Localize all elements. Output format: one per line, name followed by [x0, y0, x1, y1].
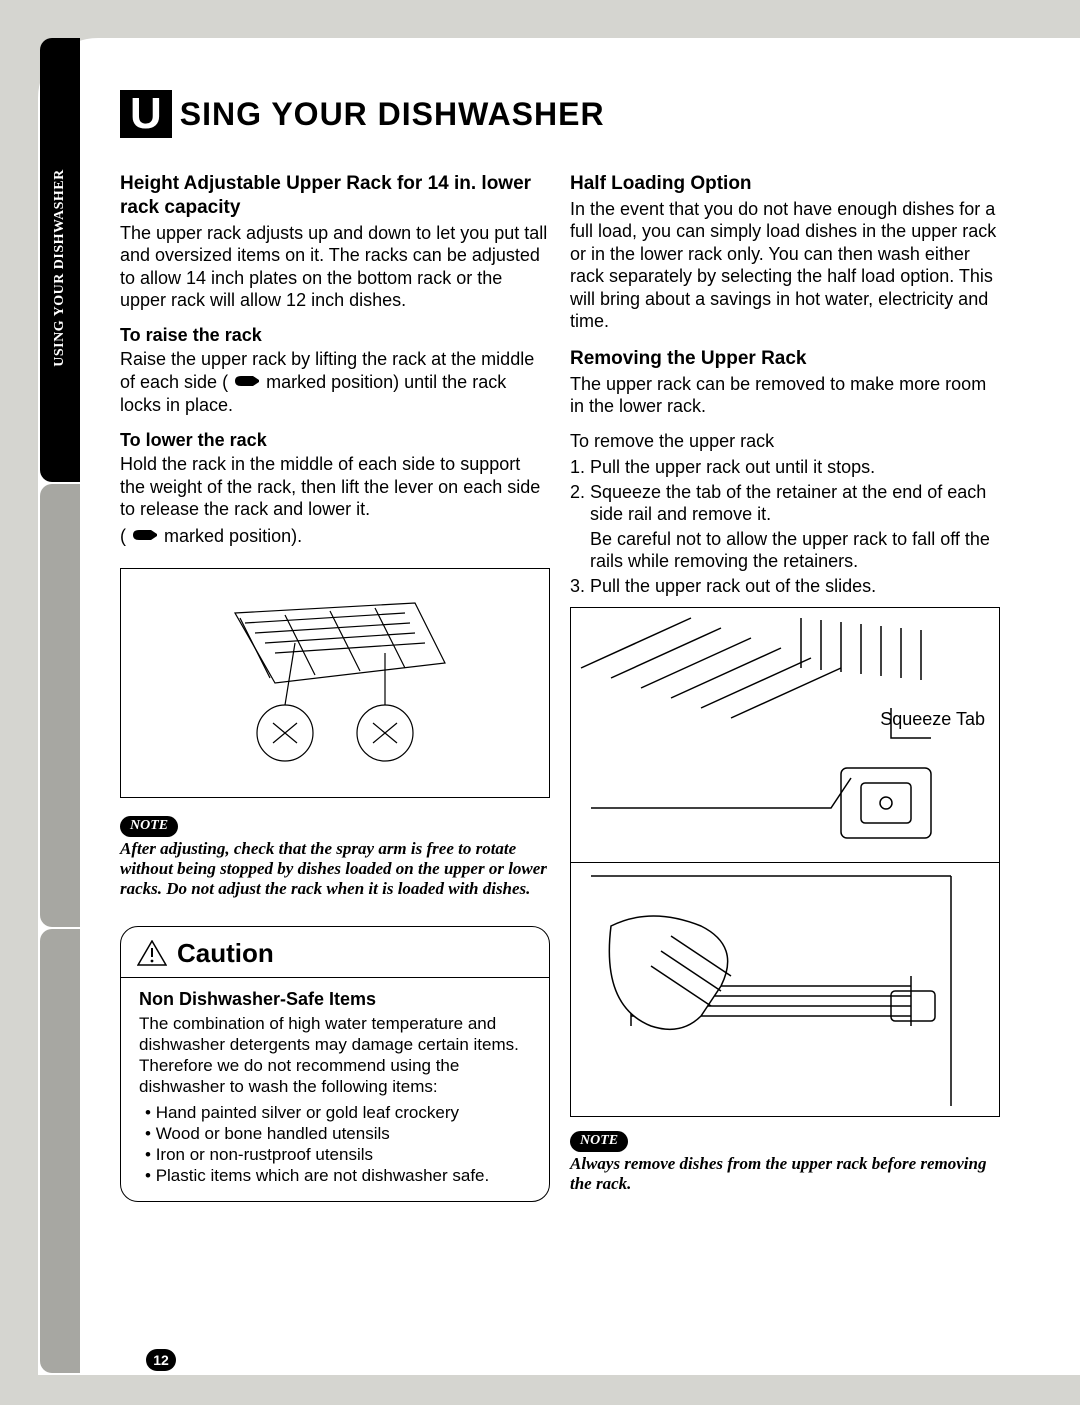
- note-badge: NOTE: [120, 816, 178, 837]
- caution-title: Caution: [177, 937, 274, 970]
- raise-heading: To raise the rack: [120, 324, 550, 347]
- raise-para: Raise the upper rack by lifting the rack…: [120, 348, 550, 417]
- list-item: Wood or bone handled utensils: [145, 1123, 531, 1144]
- side-tab-active: USING YOUR DISHWASHER: [40, 38, 80, 482]
- caution-body: Non Dishwasher-Safe Items The combinatio…: [121, 978, 549, 1187]
- caution-header: Caution: [121, 927, 549, 979]
- list-item: Iron or non-rustproof utensils: [145, 1144, 531, 1165]
- note-text-left: After adjusting, check that the spray ar…: [120, 839, 550, 900]
- right-column: Half Loading Option In the event that yo…: [570, 172, 1000, 1202]
- side-tab-inactive-1: [40, 484, 80, 928]
- remove-para: The upper rack can be removed to make mo…: [570, 373, 1000, 418]
- remove-steps-cont: Pull the upper rack out of the slides.: [570, 575, 1000, 598]
- list-item: Squeeze the tab of the retainer at the e…: [590, 481, 1000, 526]
- warning-triangle-icon: [137, 940, 167, 966]
- side-tab-label: USING YOUR DISHWASHER: [52, 158, 68, 378]
- non-safe-heading: Non Dishwasher-Safe Items: [139, 988, 531, 1011]
- list-item: Pull the upper rack out until it stops.: [590, 456, 1000, 479]
- non-safe-para: The combination of high water temperatur…: [139, 1013, 531, 1098]
- squeeze-tab-illustration: [571, 608, 1001, 858]
- caution-box: Caution Non Dishwasher-Safe Items The co…: [120, 926, 550, 1202]
- rack-adjust-figure: [120, 568, 550, 798]
- lower-marked-b: marked position).: [164, 526, 302, 546]
- lower-marked: ( marked position).: [120, 525, 550, 549]
- lower-marked-a: (: [120, 526, 126, 546]
- remove-rack-figure: Squeeze Tab: [570, 607, 1000, 1117]
- title-initial: U: [120, 90, 172, 138]
- height-adj-para: The upper rack adjusts up and down to le…: [120, 222, 550, 312]
- list-item: Plastic items which are not dishwasher s…: [145, 1165, 531, 1186]
- half-load-para: In the event that you do not have enough…: [570, 198, 1000, 333]
- note-badge: NOTE: [570, 1131, 628, 1152]
- two-column-layout: Height Adjustable Upper Rack for 14 in. …: [120, 172, 1040, 1202]
- non-safe-list: Hand painted silver or gold leaf crocker…: [139, 1102, 531, 1187]
- height-adj-heading: Height Adjustable Upper Rack for 14 in. …: [120, 172, 550, 220]
- left-column: Height Adjustable Upper Rack for 14 in. …: [120, 172, 550, 1202]
- half-load-heading: Half Loading Option: [570, 172, 1000, 196]
- title-rest: SING YOUR DISHWASHER: [172, 96, 605, 133]
- remove-steps: Pull the upper rack out until it stops. …: [570, 456, 1000, 526]
- step-2a: Squeeze the tab of the retainer at the e…: [590, 482, 986, 525]
- lower-heading: To lower the rack: [120, 429, 550, 452]
- rack-illustration: [185, 583, 485, 783]
- section-title: U SING YOUR DISHWASHER: [120, 90, 1040, 138]
- note-text-right: Always remove dishes from the upper rack…: [570, 1154, 1000, 1195]
- remove-lead: To remove the upper rack: [570, 430, 1000, 453]
- hand-pointer-icon: [131, 526, 159, 549]
- page-number: 12: [146, 1349, 176, 1371]
- side-tab-inactive-2: [40, 929, 80, 1373]
- remove-rack-illustration: [571, 866, 1001, 1116]
- remove-heading: Removing the Upper Rack: [570, 347, 1000, 371]
- side-tabs: USING YOUR DISHWASHER: [40, 38, 80, 1375]
- lower-para: Hold the rack in the middle of each side…: [120, 453, 550, 521]
- hand-pointer-icon: [233, 372, 261, 395]
- page-content: U SING YOUR DISHWASHER Height Adjustable…: [120, 90, 1040, 1345]
- list-item: Hand painted silver or gold leaf crocker…: [145, 1102, 531, 1123]
- step-2b: Be careful not to allow the upper rack t…: [570, 528, 1000, 573]
- list-item: Pull the upper rack out of the slides.: [590, 575, 1000, 598]
